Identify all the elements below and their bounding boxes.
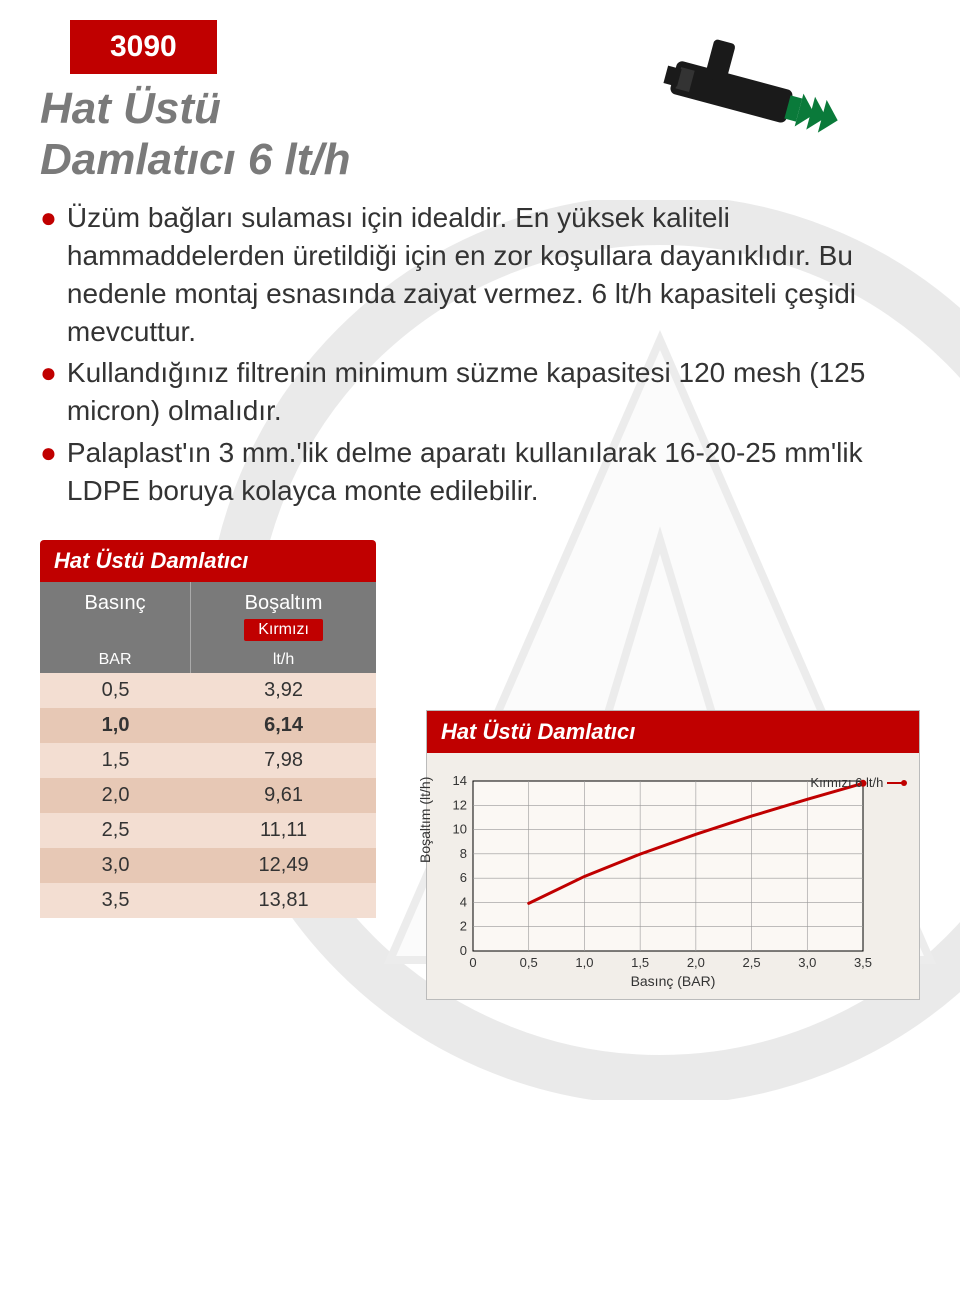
- chart-body: Kırmızı 6 lt/h Boşaltım (lt/h) 024681012…: [427, 753, 919, 999]
- table-col-pressure: Basınç: [40, 582, 191, 647]
- cell-lth: 12,49: [191, 848, 376, 883]
- table-row: 3,513,81: [40, 883, 376, 918]
- cell-bar: 3,0: [40, 848, 191, 883]
- feature-bullet-list: ●Üzüm bağları sulaması için idealdir. En…: [40, 199, 920, 509]
- cell-lth: 11,11: [191, 813, 376, 848]
- feature-bullet: ●Palaplast'ın 3 mm.'lik delme aparatı ku…: [40, 434, 920, 510]
- table-title: Hat Üstü Damlatıcı: [40, 540, 376, 582]
- svg-text:2,0: 2,0: [687, 955, 705, 970]
- bullet-text: Üzüm bağları sulaması için idealdir. En …: [67, 199, 920, 350]
- table-col-discharge: Boşaltım Kırmızı: [191, 582, 376, 647]
- svg-text:2: 2: [460, 918, 467, 933]
- bullet-icon: ●: [40, 199, 57, 350]
- table-row: 0,53,92: [40, 673, 376, 708]
- svg-text:0: 0: [460, 943, 467, 958]
- table-header: Basınç Boşaltım Kırmızı: [40, 582, 376, 647]
- svg-text:0: 0: [469, 955, 476, 970]
- cell-bar: 1,5: [40, 743, 191, 778]
- bullet-icon: ●: [40, 434, 57, 510]
- table-row: 2,511,11: [40, 813, 376, 848]
- chart-svg: 0 2 4 6 8 10 12 14 0 0,5 1,0 1,5 2,0 2,5 3,0 3,5: [437, 771, 877, 971]
- table-sub-red: Kırmızı: [244, 619, 323, 641]
- svg-text:3,5: 3,5: [854, 955, 872, 970]
- cell-lth: 7,98: [191, 743, 376, 778]
- bullet-icon: ●: [40, 354, 57, 430]
- svg-text:1,5: 1,5: [631, 955, 649, 970]
- table-row: 1,06,14: [40, 708, 376, 743]
- cell-lth: 9,61: [191, 778, 376, 813]
- table-row: 3,012,49: [40, 848, 376, 883]
- feature-bullet: ●Kullandığınız filtrenin minimum süzme k…: [40, 354, 920, 430]
- svg-text:14: 14: [452, 773, 466, 788]
- chart-title: Hat Üstü Damlatıcı: [427, 711, 919, 753]
- svg-text:1,0: 1,0: [575, 955, 593, 970]
- product-code-badge: 3090: [70, 20, 217, 74]
- cell-lth: 13,81: [191, 883, 376, 918]
- svg-text:2,5: 2,5: [742, 955, 760, 970]
- svg-text:10: 10: [452, 821, 466, 836]
- unit-bar: BAR: [40, 647, 191, 673]
- discharge-chart-panel: Hat Üstü Damlatıcı Kırmızı 6 lt/h Boşalt…: [426, 710, 920, 1000]
- table-unit-row: BAR lt/h: [40, 647, 376, 673]
- legend-line-icon: [887, 782, 905, 784]
- cell-lth: 6,14: [191, 708, 376, 743]
- chart-x-axis-label: Basınç (BAR): [437, 973, 909, 989]
- svg-text:12: 12: [452, 797, 466, 812]
- cell-bar: 1,0: [40, 708, 191, 743]
- product-image: [620, 30, 880, 175]
- pressure-discharge-table: Hat Üstü Damlatıcı Basınç Boşaltım Kırmı…: [40, 540, 376, 918]
- svg-text:6: 6: [460, 870, 467, 885]
- svg-text:0,5: 0,5: [520, 955, 538, 970]
- cell-bar: 3,5: [40, 883, 191, 918]
- svg-text:8: 8: [460, 845, 467, 860]
- svg-text:4: 4: [460, 894, 467, 909]
- cell-lth: 3,92: [191, 673, 376, 708]
- cell-bar: 2,5: [40, 813, 191, 848]
- feature-bullet: ●Üzüm bağları sulaması için idealdir. En…: [40, 199, 920, 350]
- table-row: 1,57,98: [40, 743, 376, 778]
- cell-bar: 2,0: [40, 778, 191, 813]
- chart-legend: Kırmızı 6 lt/h: [810, 775, 905, 790]
- chart-y-axis-label: Boşaltım (lt/h): [417, 776, 433, 862]
- bullet-text: Kullandığınız filtrenin minimum süzme ka…: [67, 354, 920, 430]
- bullet-text: Palaplast'ın 3 mm.'lik delme aparatı kul…: [67, 434, 920, 510]
- table-row: 2,09,61: [40, 778, 376, 813]
- cell-bar: 0,5: [40, 673, 191, 708]
- svg-text:3,0: 3,0: [798, 955, 816, 970]
- unit-lth: lt/h: [191, 647, 376, 673]
